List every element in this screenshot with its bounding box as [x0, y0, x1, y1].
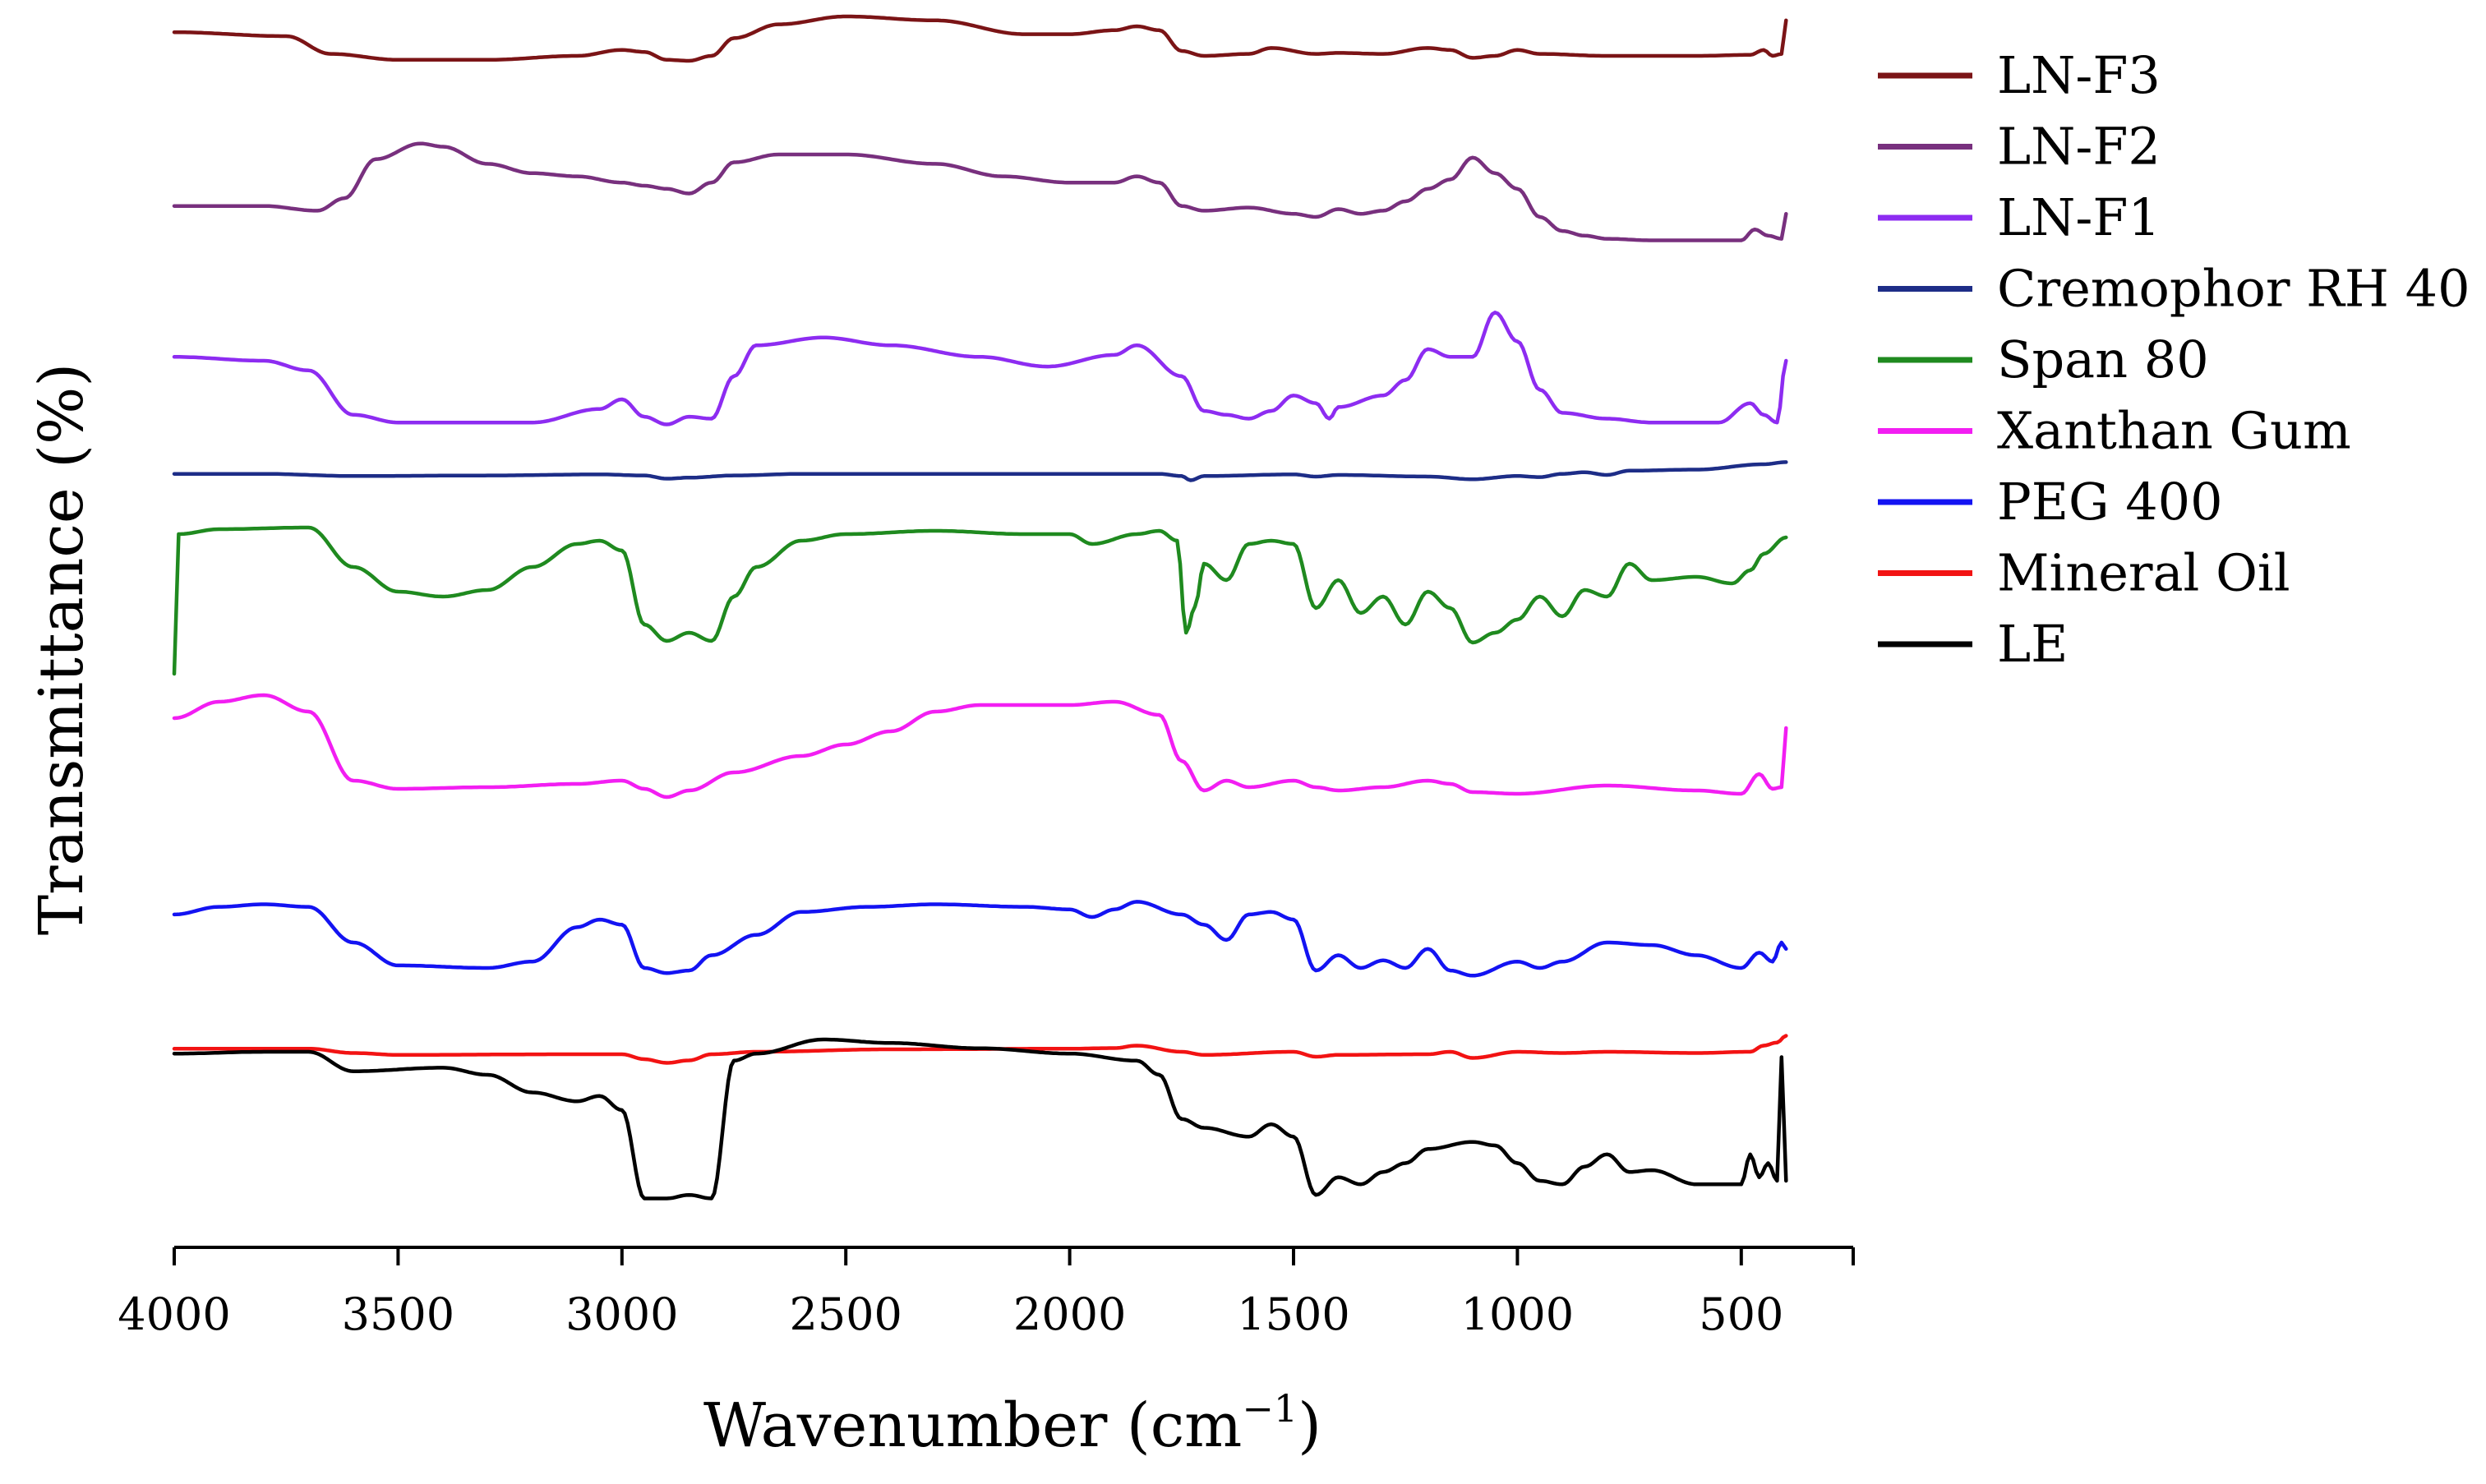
- x-tick-label-3500: 3500: [342, 1288, 454, 1340]
- legend-entry-s-mineral-oil: Mineral Oil: [1878, 543, 2290, 603]
- legend-entry-s-le: LE: [1878, 614, 2068, 674]
- series-line-le: [172, 1037, 1788, 1201]
- series-line-peg-400: [172, 900, 1788, 978]
- legend: LN-F3 LN-F2 LN-F1 Cremophor RH 40 Span 80 Xan…: [1878, 45, 2470, 674]
- x-tick-label-2500: 2500: [789, 1288, 902, 1340]
- series-line-span-80: [172, 525, 1788, 676]
- legend-entry-s-xanthan-gum: Xanthan Gum: [1878, 401, 2351, 461]
- x-tick-label-500: 500: [1699, 1288, 1783, 1340]
- x-tick-layer: 4000 3500 3000 2500 2000 1500 1000 500: [118, 1247, 1855, 1340]
- legend-entry-s-peg-400: PEG 400: [1878, 472, 2223, 532]
- legend-label-s-le: LE: [1997, 614, 2068, 674]
- legend-label-s-xanthan-gum: Xanthan Gum: [1997, 401, 2351, 461]
- series-line-ln-f3: [172, 14, 1788, 63]
- x-axis-title: Wavenumber (cm−1): [703, 1386, 1321, 1461]
- legend-label-s-span-80: Span 80: [1997, 330, 2209, 389]
- legend-label-s-mineral-oil: Mineral Oil: [1997, 543, 2290, 603]
- x-tick-label-1500: 1500: [1237, 1288, 1349, 1340]
- x-axis-title-superscript: −1: [1242, 1386, 1298, 1431]
- legend-label-s-peg-400: PEG 400: [1997, 472, 2223, 532]
- legend-label-s-cremophor-rh-40: Cremophor RH 40: [1997, 259, 2470, 319]
- x-tick-label-4000: 4000: [118, 1288, 230, 1340]
- legend-label-s-ln-f3: LN-F3: [1997, 45, 2161, 105]
- x-tick-label-3000: 3000: [565, 1288, 678, 1340]
- x-axis-title-close: ): [1298, 1390, 1321, 1461]
- x-axis-title-main: Wavenumber (cm: [703, 1390, 1242, 1461]
- series-line-ln-f1: [172, 311, 1788, 426]
- legend-entry-s-span-80: Span 80: [1878, 330, 2209, 389]
- legend-entry-s-cremophor-rh-40: Cremophor RH 40: [1878, 259, 2470, 319]
- series-line-cremophor-rh-40: [172, 460, 1788, 482]
- series-layer: [172, 14, 1788, 1201]
- x-tick-label-1000: 1000: [1461, 1288, 1574, 1340]
- x-tick-label-2000: 2000: [1013, 1288, 1126, 1340]
- legend-label-s-ln-f2: LN-F2: [1997, 117, 2161, 177]
- series-line-xanthan-gum: [172, 693, 1788, 800]
- legend-entry-s-ln-f3: LN-F3: [1878, 45, 2161, 105]
- legend-entry-s-ln-f1: LN-F1: [1878, 187, 2161, 247]
- y-axis-title: Transmittance (%): [26, 363, 97, 935]
- legend-label-s-ln-f1: LN-F1: [1997, 187, 2161, 247]
- legend-entry-s-ln-f2: LN-F2: [1878, 117, 2161, 177]
- series-line-ln-f2: [172, 141, 1788, 242]
